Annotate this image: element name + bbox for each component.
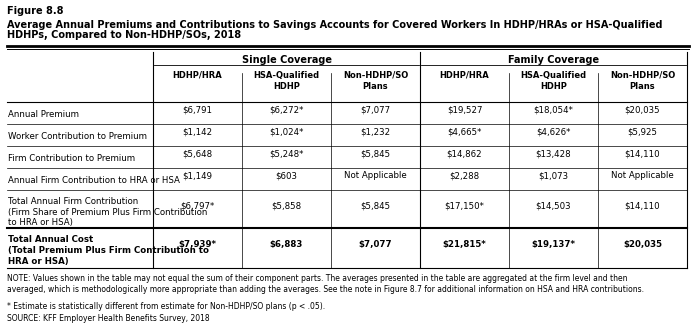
Text: $21,815*: $21,815*	[443, 240, 487, 250]
Text: $19,527: $19,527	[447, 106, 482, 114]
Text: $6,272*: $6,272*	[269, 106, 303, 114]
Text: Non-HDHP/SO
Plans: Non-HDHP/SO Plans	[610, 71, 675, 91]
Text: Worker Contribution to Premium: Worker Contribution to Premium	[8, 132, 147, 141]
Text: $7,077: $7,077	[358, 240, 393, 250]
Text: SOURCE: KFF Employer Health Benefits Survey, 2018: SOURCE: KFF Employer Health Benefits Sur…	[7, 314, 209, 323]
Text: $6,797*: $6,797*	[180, 201, 214, 211]
Text: $6,791: $6,791	[182, 106, 212, 114]
Text: $20,035: $20,035	[623, 240, 662, 250]
Text: * Estimate is statistically different from estimate for Non-HDHP/SO plans (p < .: * Estimate is statistically different fr…	[7, 302, 325, 311]
Text: Single Coverage: Single Coverage	[242, 55, 331, 65]
Text: Figure 8.8: Figure 8.8	[7, 6, 63, 16]
Text: $4,665*: $4,665*	[448, 128, 482, 136]
Text: $7,939*: $7,939*	[178, 240, 216, 250]
Text: $14,503: $14,503	[536, 201, 571, 211]
Text: NOTE: Values shown in the table may not equal the sum of their component parts. : NOTE: Values shown in the table may not …	[7, 274, 644, 295]
Text: $5,858: $5,858	[271, 201, 301, 211]
Text: Total Annual Firm Contribution
(Firm Share of Premium Plus Firm Contribution
to : Total Annual Firm Contribution (Firm Sha…	[8, 197, 207, 227]
Text: $5,845: $5,845	[361, 201, 390, 211]
Text: $1,024*: $1,024*	[269, 128, 303, 136]
Text: Non-HDHP/SO
Plans: Non-HDHP/SO Plans	[343, 71, 408, 91]
Text: $19,137*: $19,137*	[532, 240, 576, 250]
Text: $1,149: $1,149	[182, 172, 212, 180]
Text: HDHPs, Compared to Non-HDHP/SOs, 2018: HDHPs, Compared to Non-HDHP/SOs, 2018	[7, 30, 241, 40]
Text: $5,845: $5,845	[361, 150, 390, 158]
Text: $14,862: $14,862	[447, 150, 482, 158]
Text: $13,428: $13,428	[536, 150, 571, 158]
Text: $1,232: $1,232	[361, 128, 390, 136]
Text: $18,054*: $18,054*	[534, 106, 574, 114]
Text: $14,110: $14,110	[625, 201, 661, 211]
Text: Average Annual Premiums and Contributions to Savings Accounts for Covered Worker: Average Annual Premiums and Contribution…	[7, 20, 663, 30]
Text: $5,648: $5,648	[182, 150, 212, 158]
Text: $20,035: $20,035	[625, 106, 661, 114]
Text: Annual Firm Contribution to HRA or HSA: Annual Firm Contribution to HRA or HSA	[8, 176, 180, 185]
Text: $4,626*: $4,626*	[537, 128, 571, 136]
Text: Annual Premium: Annual Premium	[8, 110, 79, 119]
Text: $5,925: $5,925	[628, 128, 658, 136]
Text: $6,883: $6,883	[270, 240, 303, 250]
Text: Total Annual Cost
(Total Premium Plus Firm Contribution to
HRA or HSA): Total Annual Cost (Total Premium Plus Fi…	[8, 235, 209, 266]
Text: $1,142: $1,142	[182, 128, 212, 136]
Text: HDHP/HRA: HDHP/HRA	[173, 71, 223, 80]
Text: $1,073: $1,073	[539, 172, 569, 180]
Text: $2,288: $2,288	[450, 172, 480, 180]
Text: HDHP/HRA: HDHP/HRA	[440, 71, 489, 80]
Text: Firm Contribution to Premium: Firm Contribution to Premium	[8, 154, 135, 163]
Text: $7,077: $7,077	[361, 106, 390, 114]
Text: $603: $603	[276, 172, 297, 180]
Text: Not Applicable: Not Applicable	[611, 172, 674, 180]
Text: $17,150*: $17,150*	[445, 201, 484, 211]
Text: Family Coverage: Family Coverage	[508, 55, 599, 65]
Text: HSA-Qualified
HDHP: HSA-Qualified HDHP	[521, 71, 587, 91]
Text: $14,110: $14,110	[625, 150, 661, 158]
Text: $5,248*: $5,248*	[269, 150, 303, 158]
Text: HSA-Qualified
HDHP: HSA-Qualified HDHP	[253, 71, 319, 91]
Text: Not Applicable: Not Applicable	[344, 172, 407, 180]
